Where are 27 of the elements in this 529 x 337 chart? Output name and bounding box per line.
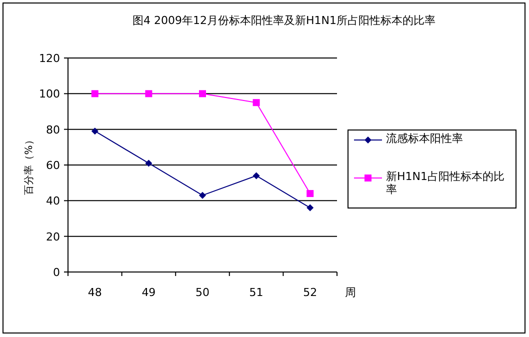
point [145, 160, 152, 167]
y-tick-label: 100 [39, 88, 60, 101]
point [306, 204, 314, 212]
y-tick-label: 120 [39, 52, 60, 65]
point [199, 192, 206, 199]
x-tick-label: 48 [88, 286, 102, 299]
x-tick-label: 49 [142, 286, 156, 299]
y-tick-label: 40 [46, 194, 60, 208]
point [91, 90, 98, 98]
point [199, 90, 206, 98]
x-tick-label: 52 [303, 286, 318, 299]
point [252, 99, 260, 106]
y-tick-label: 20 [46, 230, 60, 244]
legend-label: 新H1N1占阳性标本的比率 [386, 170, 506, 196]
y-tick-label: 80 [46, 123, 60, 136]
x-axis-title: 周 [345, 286, 356, 299]
x-tick-label: 51 [249, 286, 264, 299]
point [91, 128, 98, 135]
y-axis-title: 百分率（%） [23, 135, 35, 195]
title: 图4 2009年12月份标本阳性率及新H1N1所占阳性标本的比率 [132, 14, 436, 27]
point [306, 190, 314, 198]
y-tick-label: 60 [46, 159, 60, 172]
point [145, 90, 152, 98]
point [252, 172, 260, 180]
legend-label: 流感标本阳性率 [386, 132, 464, 145]
y-tick-label: 0 [53, 266, 60, 279]
x-tick-label: 50 [196, 286, 210, 299]
